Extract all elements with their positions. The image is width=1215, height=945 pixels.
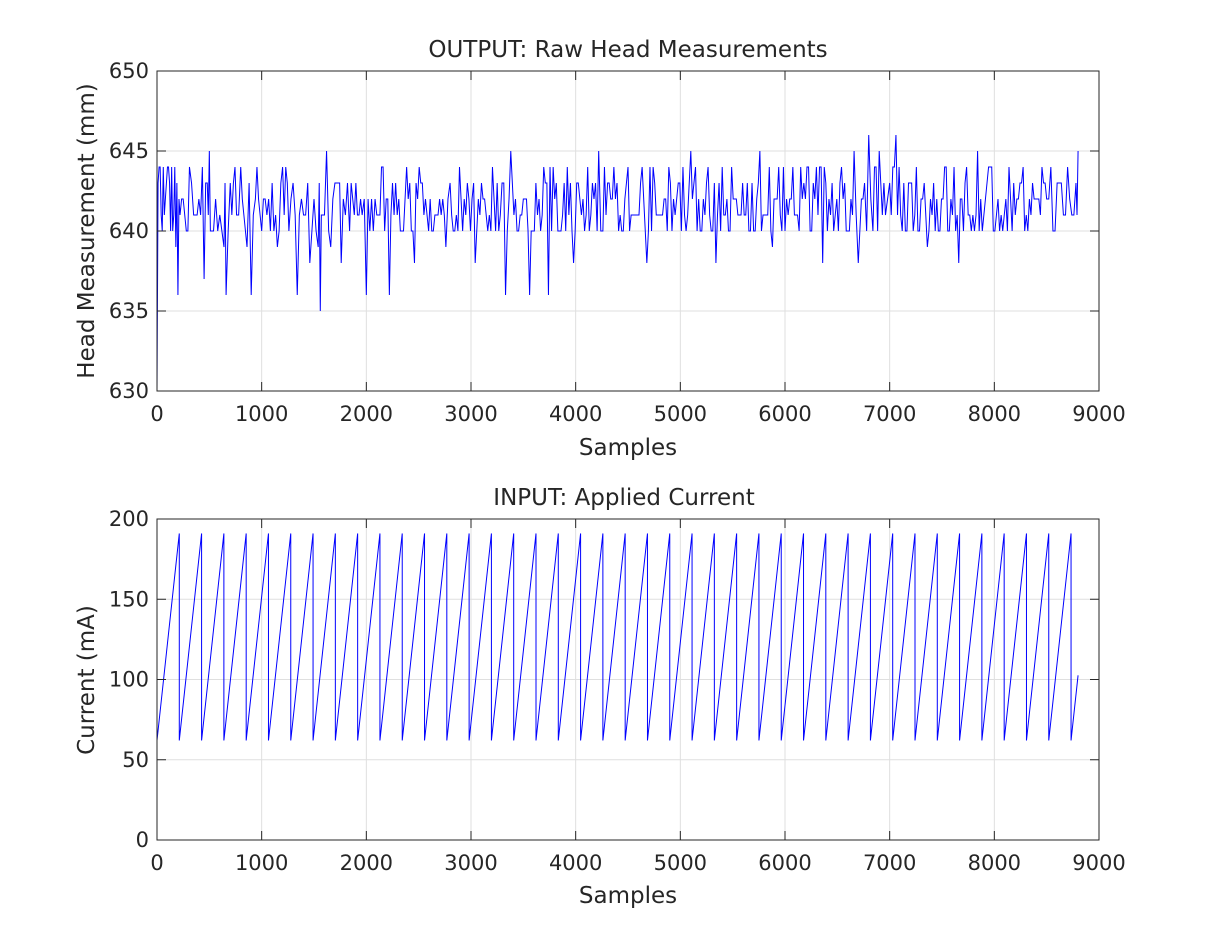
current-x-tick-label: 3000 xyxy=(444,851,497,875)
head-y-axis-label: Head Measurement (mm) xyxy=(74,83,100,378)
current-x-tick-label: 0 xyxy=(150,851,163,875)
current-ticks: 0 1000 2000 3000 4000 5000 6000 7000 8000 9000 0 50… xyxy=(109,507,1126,875)
head-x-tick-label: 4000 xyxy=(549,402,602,426)
current-x-tick-label: 5000 xyxy=(654,851,707,875)
head-x-tick-label: 2000 xyxy=(340,402,393,426)
current-x-tick-label: 6000 xyxy=(758,851,811,875)
head-y-tick-label: 640 xyxy=(109,219,149,243)
current-y-tick-label: 150 xyxy=(109,587,149,611)
current-x-axis-label: Samples xyxy=(579,883,677,909)
current-y-tick-label: 50 xyxy=(122,748,149,772)
current-x-tick-label: 8000 xyxy=(968,851,1021,875)
current-chart-title: INPUT: Applied Current xyxy=(493,485,754,511)
head-x-tick-label: 8000 xyxy=(968,402,1021,426)
current-y-tick-label: 200 xyxy=(109,507,149,531)
head-x-tick-label: 1000 xyxy=(235,402,288,426)
current-series-layer xyxy=(156,533,1079,840)
current-y-tick-label: 100 xyxy=(109,668,149,692)
head-y-tick-label: 635 xyxy=(109,299,149,323)
head-x-tick-label: 3000 xyxy=(444,402,497,426)
current-y-axis-label: Current (mA) xyxy=(74,605,100,755)
head-x-tick-label: 6000 xyxy=(758,402,811,426)
head-series-layer xyxy=(156,134,1079,392)
current-x-tick-label: 2000 xyxy=(340,851,393,875)
head-x-tick-label: 9000 xyxy=(1072,402,1125,426)
applied-current-chart: 0 1000 2000 3000 4000 5000 6000 7000 8000 9000 0 50… xyxy=(74,485,1126,909)
head-y-tick-label: 630 xyxy=(109,379,149,403)
head-x-tick-label: 0 xyxy=(150,402,163,426)
head-y-tick-label: 645 xyxy=(109,139,149,163)
current-x-tick-label: 7000 xyxy=(863,851,916,875)
head-ticks: 0 1000 2000 3000 4000 5000 6000 7000 8000 9000 630… xyxy=(109,59,1126,426)
head-y-tick-label: 650 xyxy=(109,59,149,83)
head-measurement-chart: 0 1000 2000 3000 4000 5000 6000 7000 8000 9000 630… xyxy=(74,37,1126,461)
current-x-tick-label: 4000 xyxy=(549,851,602,875)
head-x-tick-label: 7000 xyxy=(863,402,916,426)
head-x-axis-label: Samples xyxy=(579,435,677,461)
current-y-tick-label: 0 xyxy=(136,828,149,852)
head-x-tick-label: 5000 xyxy=(654,402,707,426)
current-series-line xyxy=(156,533,1079,840)
head-chart-title: OUTPUT: Raw Head Measurements xyxy=(428,37,827,63)
current-x-tick-label: 9000 xyxy=(1072,851,1125,875)
head-series-line xyxy=(156,134,1079,392)
current-x-tick-label: 1000 xyxy=(235,851,288,875)
